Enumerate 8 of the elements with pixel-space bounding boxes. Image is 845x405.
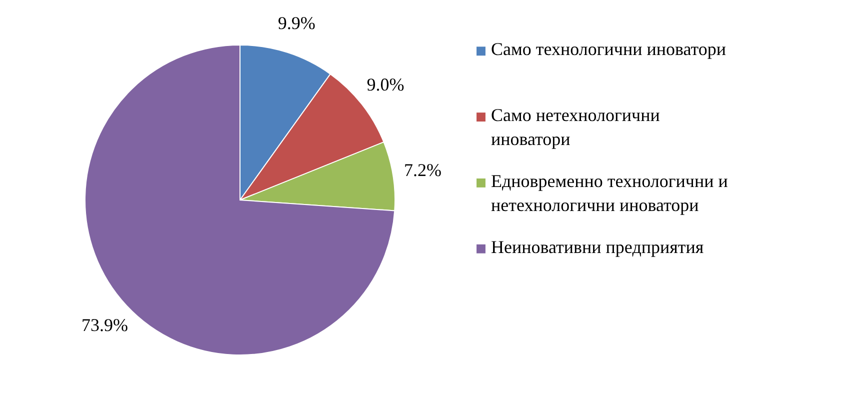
legend-label: Само технологични иноватори xyxy=(491,39,726,60)
legend-label: Само нетехнологични иноватори xyxy=(491,105,660,150)
legend-label: Неиновативни предприятия xyxy=(491,236,704,257)
data-label: 7.2% xyxy=(404,160,442,180)
legend-label: Едновременно технологични и нетехнологични иноватори xyxy=(491,170,728,215)
data-label: 9.9% xyxy=(278,12,316,33)
data-label: 9.0% xyxy=(366,74,404,95)
data-label: 73.9% xyxy=(81,315,128,336)
